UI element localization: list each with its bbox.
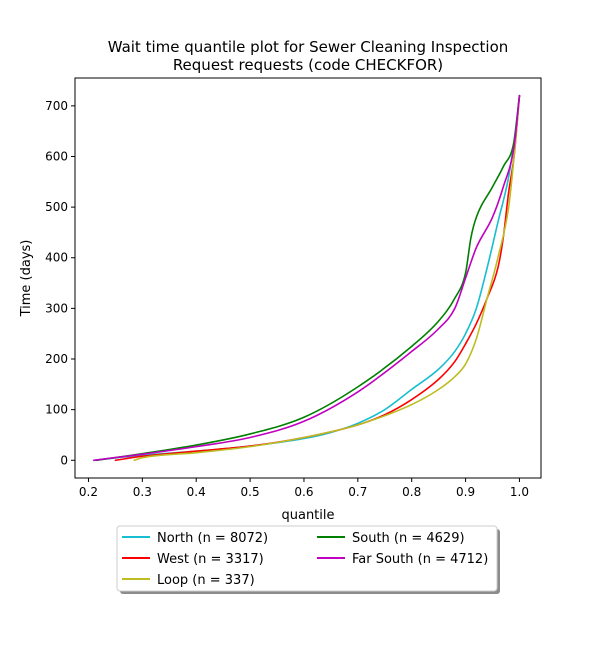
legend-label-3: South (n = 4629) bbox=[352, 531, 465, 546]
x-tick-label-0: 0.2 bbox=[79, 485, 98, 499]
x-tick-label-2: 0.4 bbox=[187, 485, 206, 499]
y-tick-label-5: 500 bbox=[45, 200, 68, 214]
plot-frame bbox=[74, 77, 542, 479]
series-line-1 bbox=[114, 94, 521, 462]
y-tick-label-1: 100 bbox=[45, 403, 68, 417]
legend-label-4: Far South (n = 4712) bbox=[352, 552, 488, 567]
y-tick-label-7: 700 bbox=[45, 99, 68, 113]
x-tick-label-7: 0.9 bbox=[456, 485, 475, 499]
series-line-0 bbox=[93, 94, 521, 462]
plot-area: 0.2 0.3 0.4 0.5 0.6 0.7 0.8 0.9 1.0 0 100 200 300 400… bbox=[45, 77, 542, 499]
y-tick-label-0: 0 bbox=[60, 453, 68, 467]
y-tick-label-2: 200 bbox=[45, 352, 68, 366]
legend-label-2: Loop (n = 337) bbox=[157, 573, 255, 588]
y-tick-label-4: 400 bbox=[45, 251, 68, 265]
y-tick-label-3: 300 bbox=[45, 301, 68, 315]
chart-title-line-1: Wait time quantile plot for Sewer Cleani… bbox=[108, 38, 509, 56]
legend-label-0: North (n = 8072) bbox=[157, 531, 268, 546]
legend-label-1: West (n = 3317) bbox=[157, 552, 264, 567]
y-axis-label: Time (days) bbox=[19, 240, 34, 318]
chart-title-line-2: Request requests (code CHECKFOR) bbox=[173, 56, 443, 74]
x-tick-label-8: 1.0 bbox=[510, 485, 529, 499]
x-axis-label: quantile bbox=[281, 508, 334, 523]
y-tick-label-6: 600 bbox=[45, 149, 68, 163]
x-tick-label-4: 0.6 bbox=[294, 485, 313, 499]
series-line-4 bbox=[93, 94, 521, 462]
x-tick-label-1: 0.3 bbox=[133, 485, 152, 499]
legend-box bbox=[116, 525, 498, 592]
series-group bbox=[93, 94, 521, 462]
x-tick-label-5: 0.7 bbox=[348, 485, 367, 499]
series-line-3 bbox=[95, 94, 521, 462]
x-tick-label-6: 0.8 bbox=[402, 485, 421, 499]
legend: North (n = 8072) West (n = 3317) Loop (n =… bbox=[116, 525, 500, 594]
series-line-2 bbox=[133, 94, 521, 462]
x-tick-label-3: 0.5 bbox=[241, 485, 260, 499]
